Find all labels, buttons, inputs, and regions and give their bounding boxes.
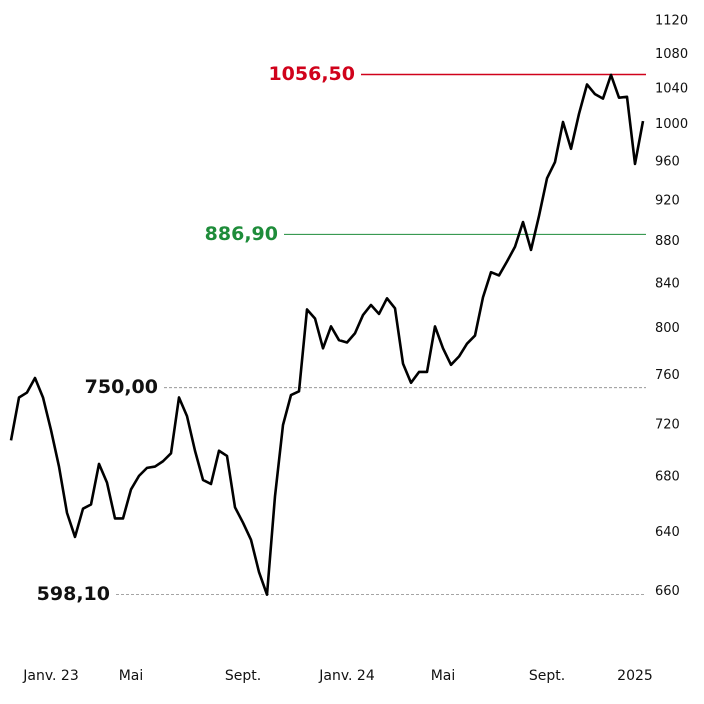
y-tick-label: 660: [655, 584, 680, 599]
price-line: [9, 73, 645, 596]
y-tick-label: 800: [655, 321, 680, 336]
y-tick-label: 640: [655, 525, 680, 540]
y-tick-label: 1000: [655, 117, 688, 132]
x-tick-label: Mai: [431, 668, 456, 684]
y-tick-label: 840: [655, 277, 680, 292]
x-tick-label: Sept.: [225, 668, 261, 684]
y-tick-label: 680: [655, 470, 680, 485]
x-tick-label: Sept.: [529, 668, 565, 684]
reference-label: 1056,50: [268, 63, 355, 85]
y-tick-label: 960: [655, 155, 680, 170]
x-tick-label: Janv. 24: [318, 668, 375, 684]
y-tick-label: 1080: [655, 47, 688, 62]
x-tick-label: 2025: [617, 668, 653, 684]
y-tick-label: 920: [655, 193, 680, 208]
y-tick-label: 1120: [655, 14, 688, 29]
y-tick-label: 720: [655, 417, 680, 432]
reference-label: 750,00: [85, 376, 158, 398]
y-tick-label: 1040: [655, 81, 688, 96]
y-tick-label: 880: [655, 234, 680, 249]
x-tick-label: Mai: [119, 668, 144, 684]
reference-label: 598,10: [37, 583, 110, 605]
reference-label: 886,90: [205, 223, 278, 245]
y-tick-label: 760: [655, 368, 680, 383]
x-tick-label: Janv. 23: [22, 668, 79, 684]
